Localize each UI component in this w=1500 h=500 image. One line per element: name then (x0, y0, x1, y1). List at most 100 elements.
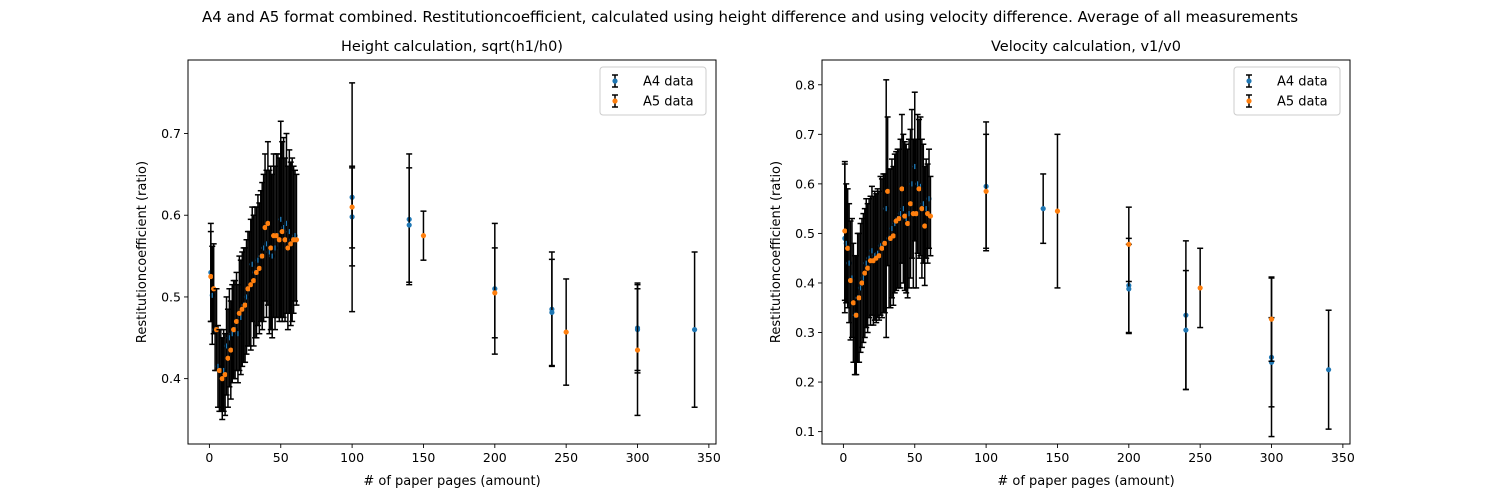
panel1-data-point (913, 211, 919, 217)
panel1-data-point (1268, 316, 1275, 322)
legend-marker (1246, 78, 1252, 84)
panel0-data-point (273, 233, 280, 239)
panel1-title: Velocity calculation, v1/v0 (991, 39, 1181, 55)
panel1-ytick-label: 0.4 (795, 275, 815, 290)
panel0-data-point (231, 327, 237, 333)
panel1-ytick-label: 0.5 (795, 226, 815, 241)
panel1-data-point (919, 206, 925, 212)
panel1-data-point (862, 270, 868, 276)
velocity-chart: Velocity calculation, v1/v0 0 50 100 150 200 2… (769, 39, 1355, 489)
panel1-data-point (879, 245, 885, 251)
panel0-xtick-label: 300 (626, 450, 650, 465)
legend-marker (1246, 98, 1252, 104)
panel1-data-point (916, 186, 922, 192)
panel1-data-point (865, 265, 871, 271)
panel1-data-point (845, 245, 851, 251)
panel0-data-point (256, 265, 262, 271)
legend-label: A5 data (1277, 95, 1328, 110)
panel1-data-point (983, 188, 989, 194)
panel0-data-point (222, 371, 228, 378)
panel1-data-point (850, 300, 856, 306)
panel0-data-point (251, 277, 257, 284)
panel1-data-point (1325, 367, 1332, 373)
panel1-xtick-label: 300 (1260, 450, 1284, 465)
panel0-xtick-label: 100 (340, 450, 364, 465)
panel1-data-point (856, 295, 862, 301)
panel0-data-point (293, 237, 300, 243)
panel0-data-point (492, 290, 498, 296)
panel0-data-point (285, 245, 291, 251)
panel0-data-point (549, 309, 555, 316)
panel1-data-point (1054, 208, 1061, 214)
panel0-data-point (279, 228, 285, 235)
panel0-xtick-label: 0 (205, 450, 213, 465)
panel1-axes-frame (821, 59, 1351, 445)
panel1-data-point (902, 213, 908, 219)
panel0-axes-frame (187, 59, 717, 445)
panel0-xtick-label: 150 (412, 450, 436, 465)
panel1-xtick-label: 0 (839, 450, 847, 465)
panel0-data-point (259, 253, 265, 259)
panel0-data-point (216, 367, 222, 374)
panel1-data-point (927, 213, 934, 219)
figure-suptitle: A4 and A5 format combined. Restitutionco… (202, 8, 1298, 26)
panel1-data-point (907, 201, 914, 207)
panel1-data-point (1126, 241, 1132, 247)
panel0-data-point (239, 306, 245, 312)
panel1-xtick-label: 100 (974, 450, 998, 465)
panel1-ytick-label: 0.2 (795, 375, 815, 390)
panel0-data-point (219, 376, 225, 382)
panel1-data-point (905, 220, 911, 227)
panel1-data-point (1126, 286, 1132, 292)
panel0-data-point (225, 355, 231, 361)
panel1-xlabel: # of paper pages (amount) (997, 474, 1174, 489)
panel0-xtick-label: 200 (483, 450, 507, 465)
height-chart: Height calculation, sqrt(h1/h0) 0 50 100 150… (135, 39, 721, 489)
panel0-data-point (420, 233, 427, 239)
panel0-ytick-label: 0.7 (161, 126, 181, 141)
panel0-data-point (563, 329, 569, 335)
panel1-xtick-label: 250 (1188, 450, 1212, 465)
panel1-data-point (847, 277, 854, 284)
panel0-data-point (228, 347, 234, 353)
panel1-data-point (899, 186, 905, 192)
legend-label: A4 data (643, 75, 694, 90)
panel0-data-point (245, 286, 251, 292)
panel0-data-point (233, 318, 240, 325)
legend-label: A5 data (643, 95, 694, 110)
panel1-xtick-label: 150 (1046, 450, 1070, 465)
panel1-ytick-label: 0.1 (795, 424, 815, 439)
panel0-legend: A4 data A5 data (599, 66, 707, 116)
panel0-ytick-label: 0.6 (161, 208, 181, 223)
panel0-data-point (634, 347, 641, 353)
panel0-data-point (288, 241, 294, 247)
panel1-data-point (1040, 206, 1046, 212)
panel1-data-point (1183, 327, 1189, 333)
panel1-ytick-label: 0.8 (795, 77, 815, 92)
legend-label: A4 data (1277, 75, 1328, 90)
panel0-data-point (276, 237, 282, 243)
panel1-xtick-label: 50 (907, 450, 923, 465)
panel0-data-point (208, 273, 214, 280)
panel1-ytick-label: 0.6 (795, 176, 815, 191)
panel0-data-point (265, 220, 271, 227)
panel0-data-point (406, 222, 412, 228)
panel1-xtick-label: 350 (1331, 450, 1355, 465)
panel0-ytick-label: 0.5 (161, 289, 181, 304)
panel0-xlabel: # of paper pages (amount) (363, 474, 540, 489)
legend-marker (612, 78, 618, 84)
panel0-data-point (253, 269, 260, 276)
panel0-data-point (262, 224, 268, 231)
panel1-data-point (876, 253, 882, 259)
panel0-ytick-label: 0.4 (161, 371, 181, 386)
panel1-data-point (896, 215, 902, 222)
panel0-xtick-label: 350 (697, 450, 721, 465)
panel0-data-point (282, 237, 288, 243)
panel0-title: Height calculation, sqrt(h1/h0) (341, 39, 563, 55)
legend-box (599, 66, 707, 116)
panel0-data-point (349, 204, 355, 210)
legend-box (1233, 66, 1341, 116)
panel1-data-point (890, 233, 896, 239)
panel1-data-point (922, 223, 928, 229)
panel0-xtick-label: 250 (554, 450, 578, 465)
